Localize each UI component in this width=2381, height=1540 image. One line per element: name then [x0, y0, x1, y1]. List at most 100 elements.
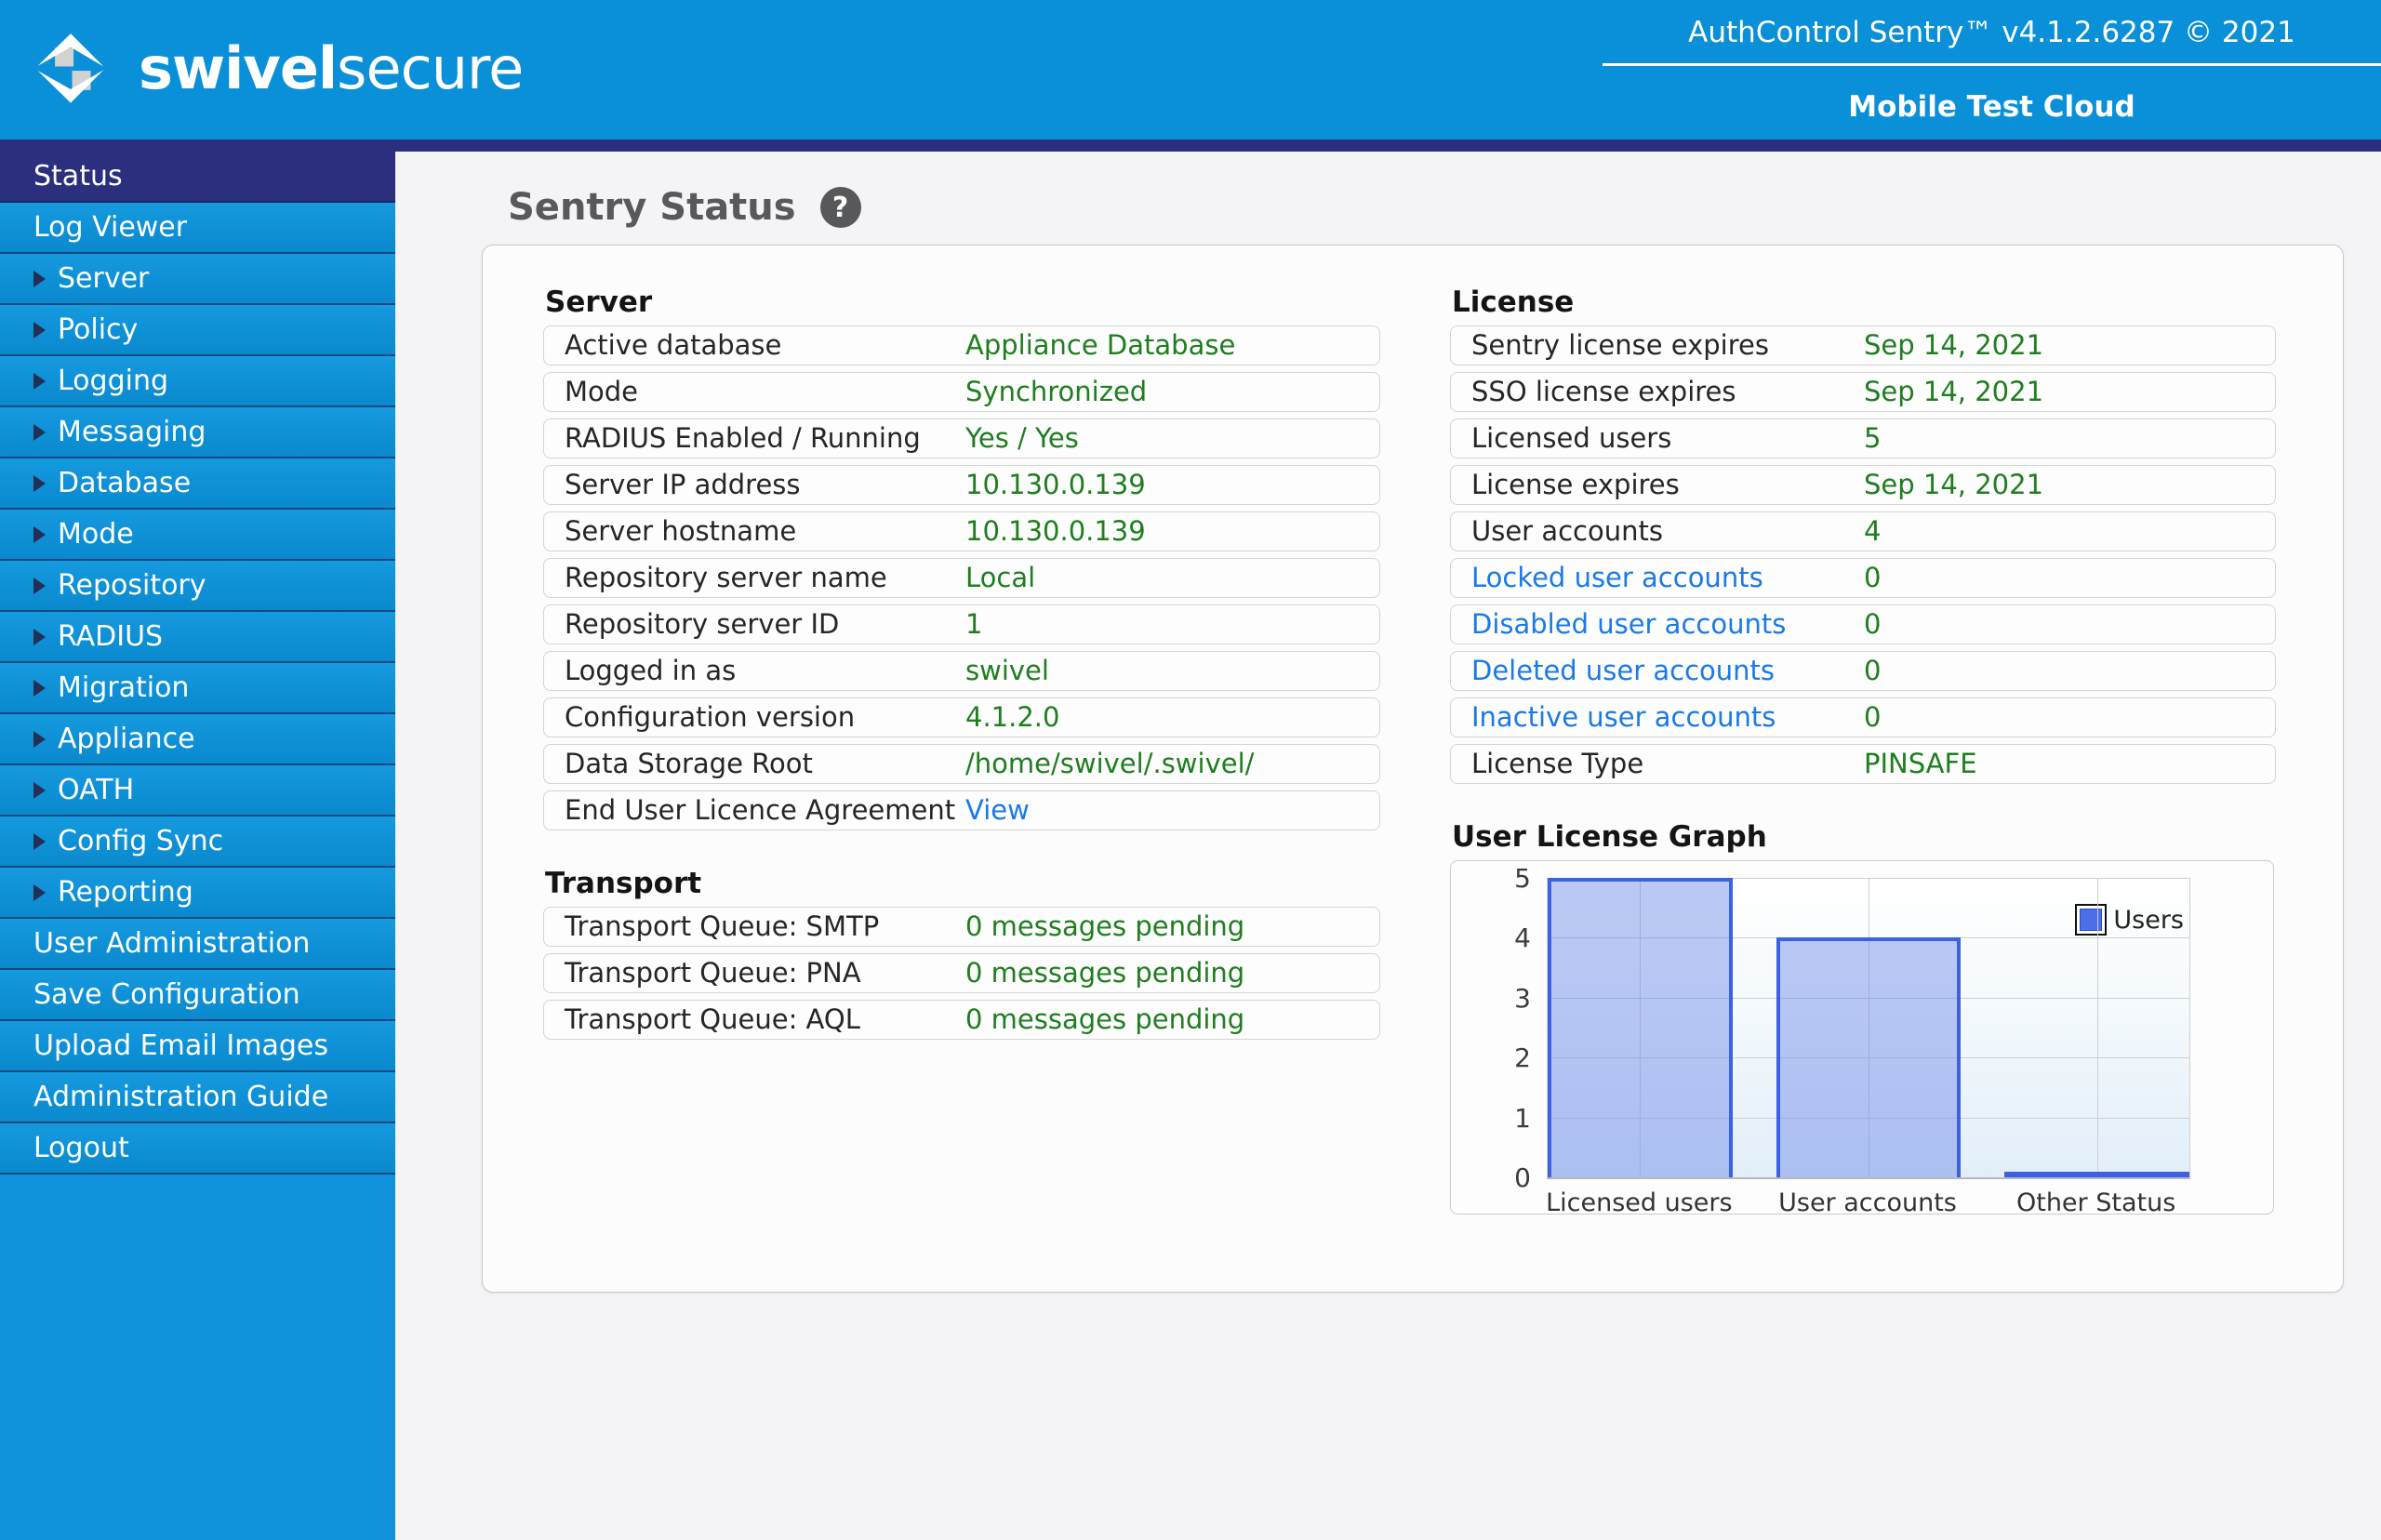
status-row: Transport Queue: PNA 0 messages pending — [543, 953, 1380, 993]
status-row: Locked user accounts 0 — [1450, 558, 2276, 598]
sidebar-item-label: Migration — [58, 671, 190, 704]
bar-user-accounts — [1776, 937, 1962, 1177]
row-label: Transport Queue: AQL — [565, 1003, 860, 1035]
row-value: Appliance Database — [965, 329, 1236, 361]
row-label: Data Storage Root — [565, 748, 813, 779]
sidebar-item-reporting[interactable]: Reporting — [0, 868, 395, 919]
status-row: Sentry license expires Sep 14, 2021 — [1450, 325, 2276, 365]
row-label: Sentry license expires — [1471, 329, 1769, 361]
sidebar-item-messaging[interactable]: Messaging — [0, 407, 395, 458]
sidebar-item-server[interactable]: Server — [0, 254, 395, 305]
submenu-arrow-icon — [33, 321, 46, 339]
sidebar-item-database[interactable]: Database — [0, 458, 395, 510]
sidebar-item-radius[interactable]: RADIUS — [0, 612, 395, 663]
graph-section-title: User License Graph — [1452, 820, 1767, 854]
row-value: 10.130.0.139 — [965, 469, 1146, 500]
brand-word-bold: swivel — [139, 33, 338, 102]
status-row: Data Storage Root/home/swivel/.swivel/ — [543, 744, 1380, 784]
row-label: User accounts — [1471, 515, 1663, 547]
row-label: Mode — [565, 376, 639, 407]
sidebar-item-appliance[interactable]: Appliance — [0, 714, 395, 765]
sidebar-item-administration-guide[interactable]: Administration Guide — [0, 1072, 395, 1123]
status-row: Server IP address 10.130.0.139 — [543, 465, 1380, 505]
sidebar-item-label: Repository — [58, 569, 206, 602]
page-title: Sentry Status — [508, 186, 796, 229]
submenu-arrow-icon — [33, 270, 46, 287]
sidebar-item-logging[interactable]: Logging — [0, 356, 395, 407]
row-label: License expires — [1471, 469, 1680, 500]
status-row: License expires Sep 14, 2021 — [1450, 465, 2276, 505]
sidebar-nav: Status Log Viewer Server Policy Logging Messa… — [0, 152, 395, 1540]
row-value: 5 — [1864, 422, 1882, 454]
status-row: Logged in as swivel — [543, 651, 1380, 691]
row-label: Transport Queue: SMTP — [565, 910, 880, 942]
sidebar-item-mode[interactable]: Mode — [0, 510, 395, 561]
sidebar-item-config-sync[interactable]: Config Sync — [0, 816, 395, 868]
user-license-chart: 0 1 2 3 4 5 Users Licensed users User accounts… — [1450, 860, 2274, 1217]
row-value: swivel — [965, 655, 1049, 686]
row-value: Sep 14, 2021 — [1864, 329, 2044, 361]
status-row: User accounts 4 — [1450, 511, 2276, 551]
row-label[interactable]: Deleted user accounts — [1471, 655, 1776, 686]
page-title-wrap: Sentry Status ? — [508, 186, 861, 229]
transport-rows: Transport Queue: SMTP 0 messages pending T… — [543, 907, 1380, 1040]
sidebar-item-label: Policy — [58, 313, 139, 346]
sidebar-item-upload-email-images[interactable]: Upload Email Images — [0, 1021, 395, 1072]
row-value: 4.1.2.0 — [965, 701, 1060, 733]
sidebar-item-repository[interactable]: Repository — [0, 561, 395, 612]
status-row: Disabled user accounts 0 — [1450, 604, 2276, 644]
row-value[interactable]: View — [965, 794, 1030, 826]
y-tick-label: 2 — [1514, 1042, 1531, 1074]
y-tick-label: 4 — [1514, 923, 1531, 954]
bar-licensed-users — [1548, 878, 1733, 1177]
submenu-arrow-icon — [33, 577, 46, 594]
app-version-text: AuthControl Sentry™ v4.1.2.6287 © 2021 — [1688, 16, 2295, 49]
sidebar-item-label: Logging — [58, 365, 169, 397]
sidebar-item-label: Administration Guide — [33, 1081, 329, 1113]
logo-top-ribbon — [37, 33, 104, 67]
row-label: RADIUS Enabled / Running — [565, 422, 921, 454]
transport-section-title: Transport — [545, 867, 702, 900]
header-accent-bar — [0, 139, 2381, 152]
status-row: Server hostname 10.130.0.139 — [543, 511, 1380, 551]
row-label: Server IP address — [565, 469, 801, 500]
row-label: Repository server ID — [565, 608, 840, 640]
sidebar-item-policy[interactable]: Policy — [0, 305, 395, 356]
row-label: Server hostname — [565, 515, 797, 547]
y-tick-label: 3 — [1514, 982, 1531, 1014]
sidebar-item-label: Status — [33, 160, 123, 192]
y-tick-label: 0 — [1514, 1162, 1531, 1193]
sidebar-item-label: Save Configuration — [33, 978, 300, 1011]
row-label[interactable]: Inactive user accounts — [1471, 701, 1776, 733]
sidebar-item-user-administration[interactable]: User Administration — [0, 919, 395, 970]
row-label: License Type — [1471, 748, 1644, 779]
row-value: 10.130.0.139 — [965, 515, 1146, 547]
legend-users-swatch — [2080, 909, 2103, 931]
status-row: Deleted user accounts 0 — [1450, 651, 2276, 691]
sidebar-item-migration[interactable]: Migration — [0, 663, 395, 714]
row-label: Configuration version — [565, 701, 856, 733]
sidebar-item-label: Mode — [58, 518, 134, 551]
x-category-label: Licensed users — [1546, 1188, 1733, 1217]
legend-users-label: Users — [2113, 905, 2184, 935]
row-label[interactable]: Disabled user accounts — [1471, 608, 1787, 640]
status-row: Transport Queue: AQL 0 messages pending — [543, 1000, 1380, 1040]
row-label[interactable]: Locked user accounts — [1471, 562, 1763, 593]
sidebar-item-status[interactable]: Status — [0, 152, 395, 203]
status-row: Repository server ID 1 — [543, 604, 1380, 644]
sidebar-item-label: Messaging — [58, 416, 206, 448]
status-row: RADIUS Enabled / Running Yes / Yes — [543, 418, 1380, 458]
x-category-label: User accounts — [1778, 1188, 1957, 1217]
row-value: Sep 14, 2021 — [1864, 376, 2044, 407]
sidebar-item-label: Reporting — [58, 876, 193, 909]
sidebar-item-save-configuration[interactable]: Save Configuration — [0, 970, 395, 1021]
submenu-arrow-icon — [33, 679, 46, 697]
chart-plot-area: Users — [1547, 878, 2190, 1179]
row-value: 1 — [965, 608, 983, 640]
sidebar-item-oath[interactable]: OATH — [0, 765, 395, 816]
status-row: Transport Queue: SMTP 0 messages pending — [543, 907, 1380, 947]
sidebar-item-logout[interactable]: Logout — [0, 1123, 395, 1175]
gridline-vertical — [1640, 878, 1642, 1177]
help-icon[interactable]: ? — [819, 187, 861, 228]
sidebar-item-log-viewer[interactable]: Log Viewer — [0, 203, 395, 254]
